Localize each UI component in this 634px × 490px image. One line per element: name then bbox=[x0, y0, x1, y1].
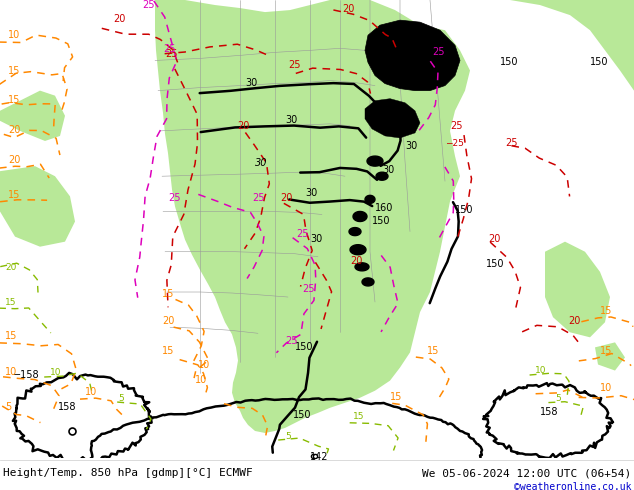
Text: 30: 30 bbox=[305, 188, 317, 198]
Text: 30: 30 bbox=[405, 141, 417, 151]
Text: 20: 20 bbox=[8, 125, 20, 135]
Text: 15: 15 bbox=[5, 298, 16, 307]
Polygon shape bbox=[155, 0, 470, 433]
Text: 25: 25 bbox=[450, 121, 462, 131]
Text: Height/Temp. 850 hPa [gdmp][°C] ECMWF: Height/Temp. 850 hPa [gdmp][°C] ECMWF bbox=[3, 468, 253, 478]
Text: 150: 150 bbox=[455, 205, 474, 216]
Text: −158: −158 bbox=[13, 369, 39, 380]
Polygon shape bbox=[595, 343, 625, 370]
Text: 20: 20 bbox=[5, 263, 16, 272]
Polygon shape bbox=[470, 0, 634, 91]
Text: 15: 15 bbox=[600, 346, 612, 356]
Text: 15: 15 bbox=[353, 412, 365, 421]
Text: 20: 20 bbox=[113, 14, 126, 24]
Text: 10: 10 bbox=[600, 383, 612, 392]
Text: 15: 15 bbox=[162, 346, 174, 356]
Text: 160: 160 bbox=[375, 203, 393, 214]
Text: 30: 30 bbox=[245, 77, 257, 88]
Text: 20: 20 bbox=[568, 316, 580, 326]
Text: 20: 20 bbox=[162, 316, 174, 326]
Text: 150: 150 bbox=[486, 259, 505, 269]
Text: 10: 10 bbox=[8, 30, 20, 40]
Polygon shape bbox=[0, 166, 75, 246]
Text: 20: 20 bbox=[342, 4, 354, 14]
Text: 30: 30 bbox=[285, 115, 297, 125]
Text: 158: 158 bbox=[58, 402, 77, 412]
Text: 10: 10 bbox=[535, 366, 547, 374]
Text: 10: 10 bbox=[195, 375, 207, 385]
Text: 15: 15 bbox=[390, 392, 403, 402]
Polygon shape bbox=[365, 196, 375, 203]
Text: 15: 15 bbox=[8, 66, 20, 75]
Text: 20: 20 bbox=[8, 155, 20, 165]
Text: 15: 15 bbox=[8, 190, 20, 200]
Polygon shape bbox=[353, 212, 367, 221]
Polygon shape bbox=[350, 245, 366, 255]
Text: 25: 25 bbox=[163, 45, 176, 54]
Text: 25: 25 bbox=[296, 229, 309, 239]
Text: 25: 25 bbox=[288, 60, 301, 71]
Text: 25: 25 bbox=[285, 336, 297, 346]
Polygon shape bbox=[367, 156, 383, 166]
Text: 15: 15 bbox=[427, 346, 439, 356]
Text: We 05-06-2024 12:00 UTC (06+54): We 05-06-2024 12:00 UTC (06+54) bbox=[422, 468, 631, 478]
Polygon shape bbox=[362, 278, 374, 286]
Text: 158: 158 bbox=[540, 407, 559, 417]
Text: 25: 25 bbox=[168, 194, 181, 203]
Text: −25: −25 bbox=[445, 139, 464, 148]
Text: ©weatheronline.co.uk: ©weatheronline.co.uk bbox=[514, 482, 631, 490]
Text: 25: 25 bbox=[432, 48, 444, 57]
Text: 10: 10 bbox=[5, 367, 17, 377]
Text: 15: 15 bbox=[8, 95, 20, 105]
Text: 20: 20 bbox=[237, 121, 249, 131]
Text: 10: 10 bbox=[85, 387, 97, 397]
Text: 25: 25 bbox=[302, 284, 314, 294]
Polygon shape bbox=[376, 172, 388, 180]
Text: 5: 5 bbox=[555, 394, 560, 403]
Polygon shape bbox=[365, 20, 460, 91]
Text: 15: 15 bbox=[162, 289, 174, 299]
Polygon shape bbox=[365, 98, 420, 138]
Text: 10: 10 bbox=[198, 360, 210, 369]
Text: 5: 5 bbox=[285, 432, 291, 441]
Polygon shape bbox=[0, 91, 65, 141]
Text: 10: 10 bbox=[50, 368, 61, 377]
Text: 150: 150 bbox=[372, 216, 391, 225]
Text: 30: 30 bbox=[310, 234, 322, 244]
Polygon shape bbox=[355, 263, 369, 271]
Polygon shape bbox=[545, 242, 610, 337]
Polygon shape bbox=[349, 227, 361, 236]
Text: 5: 5 bbox=[5, 402, 11, 412]
Text: 20: 20 bbox=[350, 256, 363, 266]
Text: 25: 25 bbox=[252, 194, 264, 203]
Text: 150: 150 bbox=[500, 57, 519, 68]
Text: 5: 5 bbox=[118, 394, 124, 403]
Text: 35: 35 bbox=[390, 128, 403, 138]
Text: 20: 20 bbox=[280, 194, 292, 203]
Text: 15: 15 bbox=[5, 331, 17, 342]
Text: 30: 30 bbox=[255, 158, 268, 168]
Text: 150: 150 bbox=[590, 57, 609, 68]
Text: 30: 30 bbox=[382, 165, 394, 175]
Text: 20: 20 bbox=[488, 234, 500, 244]
Text: 25: 25 bbox=[165, 49, 178, 59]
Text: 150: 150 bbox=[293, 410, 311, 420]
Text: 25: 25 bbox=[142, 0, 155, 10]
Text: 15: 15 bbox=[600, 306, 612, 316]
Text: 150: 150 bbox=[295, 343, 313, 352]
Text: 25: 25 bbox=[505, 138, 517, 148]
Text: 142: 142 bbox=[310, 452, 328, 462]
